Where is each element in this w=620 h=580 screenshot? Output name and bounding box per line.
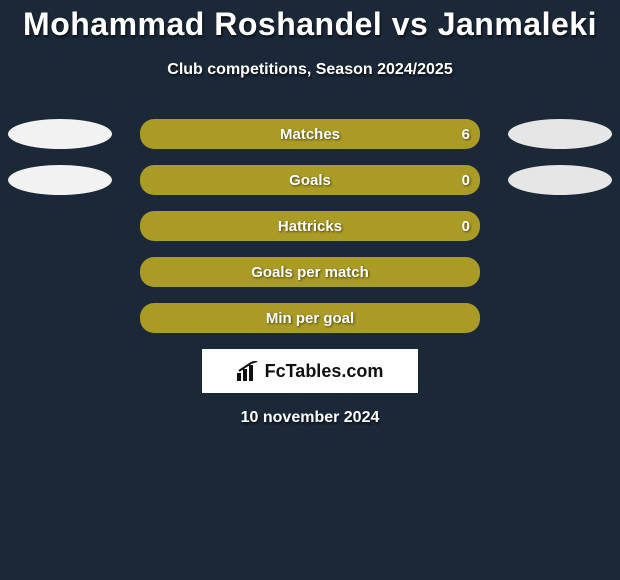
stat-row: Goals 0 bbox=[0, 165, 620, 195]
stat-bar: Goals per match bbox=[140, 257, 480, 287]
player-left-marker bbox=[8, 119, 112, 149]
stat-bar-wrap: Goals per match bbox=[140, 257, 480, 287]
stat-bar-wrap: Goals 0 bbox=[140, 165, 480, 195]
logo-box: FcTables.com bbox=[202, 349, 418, 393]
page-title: Mohammad Roshandel vs Janmaleki bbox=[0, 6, 620, 43]
stat-row: Hattricks 0 bbox=[0, 211, 620, 241]
player-right-marker bbox=[508, 165, 612, 195]
stat-bar: Matches 6 bbox=[140, 119, 480, 149]
stat-label: Hattricks bbox=[278, 218, 342, 235]
stat-label: Goals bbox=[289, 172, 331, 189]
chart-icon bbox=[237, 361, 259, 381]
stat-row: Min per goal bbox=[0, 303, 620, 333]
page-subtitle: Club competitions, Season 2024/2025 bbox=[0, 61, 620, 79]
stat-row: Matches 6 bbox=[0, 119, 620, 149]
stat-bar: Hattricks 0 bbox=[140, 211, 480, 241]
comparison-infographic: Mohammad Roshandel vs Janmaleki Club com… bbox=[0, 0, 620, 580]
stat-bar-wrap: Matches 6 bbox=[140, 119, 480, 149]
stat-value-right: 0 bbox=[462, 165, 470, 195]
player-right-marker bbox=[508, 119, 612, 149]
stat-value-right: 0 bbox=[462, 211, 470, 241]
stat-bar: Min per goal bbox=[140, 303, 480, 333]
logo-text: FcTables.com bbox=[265, 361, 384, 382]
stat-label: Goals per match bbox=[251, 264, 369, 281]
stat-bar-wrap: Hattricks 0 bbox=[140, 211, 480, 241]
stat-row: Goals per match bbox=[0, 257, 620, 287]
stat-rows: Matches 6 Goals 0 Hattricks 0 bbox=[0, 119, 620, 333]
stat-label: Min per goal bbox=[266, 310, 354, 327]
date-text: 10 november 2024 bbox=[0, 409, 620, 427]
stat-label: Matches bbox=[280, 126, 340, 143]
stat-bar: Goals 0 bbox=[140, 165, 480, 195]
stat-bar-wrap: Min per goal bbox=[140, 303, 480, 333]
player-left-marker bbox=[8, 165, 112, 195]
stat-value-right: 6 bbox=[462, 119, 470, 149]
